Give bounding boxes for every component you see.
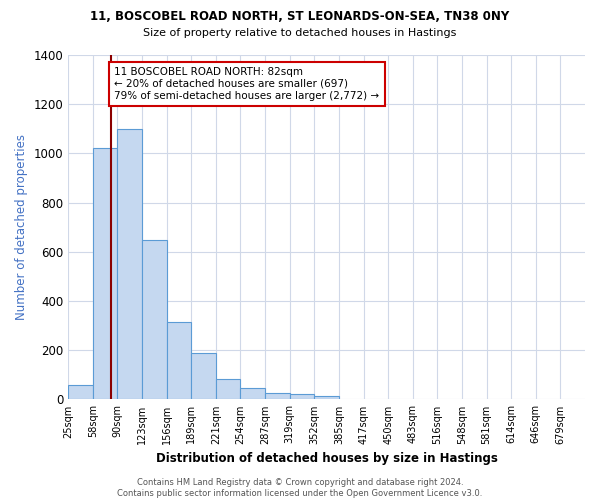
Text: Size of property relative to detached houses in Hastings: Size of property relative to detached ho…	[143, 28, 457, 38]
Bar	[68, 384, 93, 400]
X-axis label: Distribution of detached houses by size in Hastings: Distribution of detached houses by size …	[155, 452, 497, 465]
Bar	[142, 240, 167, 400]
Bar	[241, 388, 265, 400]
Bar	[265, 392, 290, 400]
Bar	[191, 352, 216, 400]
Bar	[290, 394, 314, 400]
Bar	[167, 322, 191, 400]
Text: 11, BOSCOBEL ROAD NORTH, ST LEONARDS-ON-SEA, TN38 0NY: 11, BOSCOBEL ROAD NORTH, ST LEONARDS-ON-…	[91, 10, 509, 23]
Bar	[216, 378, 241, 400]
Bar	[314, 396, 339, 400]
Text: 11 BOSCOBEL ROAD NORTH: 82sqm
← 20% of detached houses are smaller (697)
79% of : 11 BOSCOBEL ROAD NORTH: 82sqm ← 20% of d…	[115, 68, 380, 100]
Y-axis label: Number of detached properties: Number of detached properties	[15, 134, 28, 320]
Bar	[118, 129, 142, 400]
Bar	[93, 148, 118, 400]
Text: Contains HM Land Registry data © Crown copyright and database right 2024.
Contai: Contains HM Land Registry data © Crown c…	[118, 478, 482, 498]
